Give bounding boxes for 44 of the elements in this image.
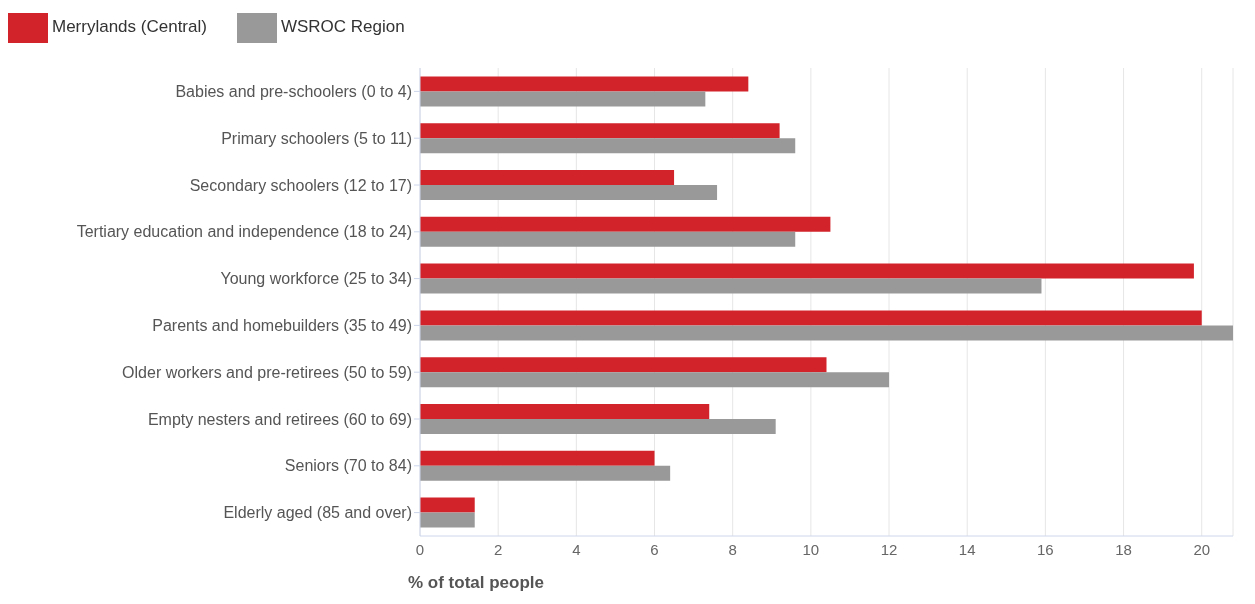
bar [420,497,475,513]
y-tick-label: Older workers and pre-retirees (50 to 59) [122,363,412,381]
y-tick-label: Elderly aged (85 and over) [223,504,412,522]
bar [420,512,475,528]
bar [420,404,710,420]
legend-label: WSROC Region [280,17,405,37]
bar [420,231,796,247]
x-tick-label: 18 [1115,540,1132,558]
bar [420,278,1042,294]
bar [420,450,655,466]
bar [420,325,1233,341]
bar [420,372,890,388]
x-tick-label: 6 [650,540,659,558]
x-tick-label: 14 [958,540,976,558]
x-tick-label: 10 [802,540,820,558]
bar [420,419,776,435]
y-tick-label: Babies and pre-schoolers (0 to 4) [175,83,412,101]
y-tick-label: Secondary schoolers (12 to 17) [189,176,412,194]
bar [420,357,827,373]
bar [420,465,671,481]
x-tick-label: 8 [728,540,737,558]
y-tick-label: Empty nesters and retirees (60 to 69) [147,410,412,428]
bar [420,263,1194,279]
y-tick-label: Seniors (70 to 84) [284,457,412,475]
x-tick-label: 0 [415,540,425,558]
bar [420,185,718,201]
x-tick-label: 4 [572,540,581,558]
bar [420,170,675,186]
x-axis-title: % of total people [408,573,544,592]
bar [420,91,706,107]
y-tick-label: Primary schoolers (5 to 11) [221,129,412,147]
bar [420,76,749,92]
x-tick-label: 12 [880,540,898,558]
legend-label: Merrylands (Central) [52,17,207,37]
bar [420,216,831,232]
bar [420,123,780,139]
y-tick-label: Tertiary education and independence (18 to 24) [76,223,412,241]
x-tick-label: 20 [1193,540,1211,558]
y-tick-label: Young workforce (25 to 34) [220,270,412,288]
x-tick-label: 16 [1037,540,1054,558]
x-tick-label: 2 [494,540,503,558]
bar [420,310,1202,326]
bar [420,138,796,154]
y-tick-label: Parents and homebuilders (35 to 49) [152,317,412,335]
